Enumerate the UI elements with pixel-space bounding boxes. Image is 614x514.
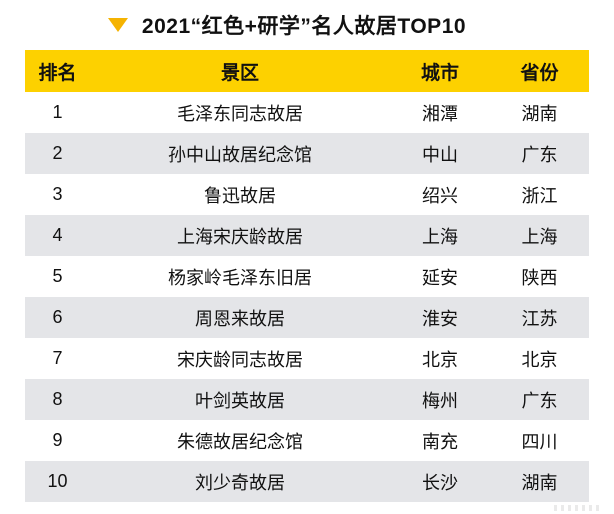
table-row: 10 刘少奇故居 长沙 湖南: [25, 461, 589, 502]
spot-cell: 朱德故居纪念馆: [177, 431, 303, 452]
province-cell: 北京: [521, 349, 558, 370]
spot-cell: 孙中山故居纪念馆: [168, 144, 312, 165]
table-header-row: 排名 景区 城市 省份: [25, 50, 589, 92]
province-cell: 上海: [521, 226, 558, 247]
table-row: 9 朱德故居纪念馆 南充 四川: [25, 420, 589, 461]
table-row: 5 杨家岭毛泽东旧居 延安 陕西: [25, 256, 589, 297]
table-row: 4 上海宋庆龄故居 上海 上海: [25, 215, 589, 256]
rank-cell: 10: [47, 471, 68, 491]
rank-cell: 9: [52, 430, 63, 450]
city-cell: 绍兴: [422, 185, 458, 206]
spot-cell: 宋庆龄同志故居: [177, 349, 303, 370]
spot-cell: 毛泽东同志故居: [177, 103, 303, 124]
province-cell: 湖南: [521, 472, 558, 493]
rank-cell: 7: [52, 348, 63, 368]
table-row: 6 周恩来故居 淮安 江苏: [25, 297, 589, 338]
rank-cell: 6: [52, 307, 63, 327]
province-cell: 江苏: [521, 308, 558, 329]
rank-cell: 1: [52, 102, 63, 122]
city-cell: 延安: [422, 267, 458, 288]
table-row: 8 叶剑英故居 梅州 广东: [25, 379, 589, 420]
column-header-rank: 排名: [38, 62, 77, 84]
table-body: 1 毛泽东同志故居 湘潭 湖南 2 孙中山故居纪念馆 中山 广东 3 鲁迅故居 …: [25, 92, 589, 502]
table-row: 2 孙中山故居纪念馆 中山 广东: [25, 133, 589, 174]
rank-cell: 4: [52, 225, 63, 245]
province-cell: 浙江: [521, 185, 558, 206]
province-cell: 陕西: [521, 267, 558, 288]
city-cell: 北京: [422, 349, 458, 370]
city-cell: 上海: [422, 226, 458, 247]
spot-cell: 周恩来故居: [195, 308, 285, 329]
spot-cell: 叶剑英故居: [195, 390, 285, 411]
province-cell: 广东: [521, 144, 558, 165]
column-header-city: 城市: [420, 62, 459, 84]
table-row: 1 毛泽东同志故居 湘潭 湖南: [25, 92, 589, 133]
spot-cell: 杨家岭毛泽东旧居: [168, 267, 312, 288]
rank-cell: 5: [52, 266, 63, 286]
province-cell: 四川: [521, 431, 558, 452]
rank-cell: 2: [52, 143, 63, 163]
city-cell: 中山: [422, 144, 458, 165]
city-cell: 淮安: [422, 308, 458, 329]
city-cell: 南充: [422, 431, 458, 452]
column-header-province: 省份: [520, 62, 559, 84]
rank-cell: 8: [52, 389, 63, 409]
city-cell: 湘潭: [422, 103, 458, 124]
table-row: 3 鲁迅故居 绍兴 浙江: [25, 174, 589, 215]
city-cell: 梅州: [422, 390, 458, 411]
watermark: [554, 505, 600, 511]
province-cell: 湖南: [521, 103, 558, 124]
city-cell: 长沙: [422, 472, 458, 493]
spot-cell: 鲁迅故居: [204, 185, 276, 206]
page-title: 2021“红色+研学”名人故居TOP10: [141, 15, 467, 38]
table-row: 7 宋庆龄同志故居 北京 北京: [25, 338, 589, 379]
title-bar: 2021“红色+研学”名人故居TOP10: [0, 8, 614, 42]
ranking-table: 排名 景区 城市 省份 1 毛泽东同志故居 湘潭 湖南 2 孙中山故居纪念馆 中…: [25, 50, 589, 502]
column-header-spot: 景区: [220, 62, 259, 84]
triangle-down-icon: [107, 18, 128, 32]
rank-cell: 3: [52, 184, 63, 204]
province-cell: 广东: [521, 390, 558, 411]
spot-cell: 刘少奇故居: [195, 472, 285, 493]
spot-cell: 上海宋庆龄故居: [177, 226, 303, 247]
